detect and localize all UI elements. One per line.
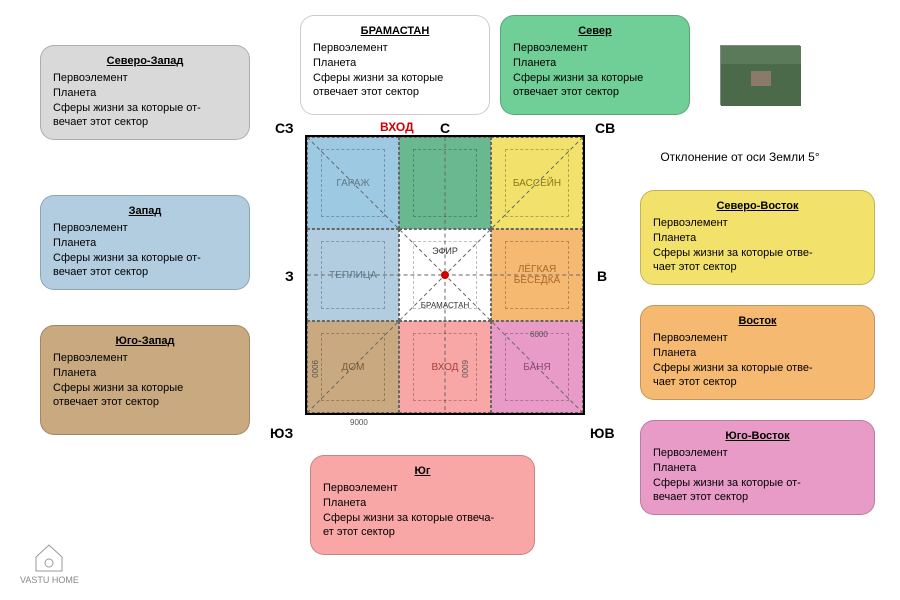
cell-label: БАССЕЙН bbox=[513, 178, 561, 189]
cell-label: ТЕПЛИЦА bbox=[329, 270, 377, 281]
grid-cell-6: ДОМ bbox=[307, 321, 399, 413]
entrance-label-top: ВХОД bbox=[380, 120, 414, 134]
grid-cell-2: БАССЕЙН bbox=[491, 137, 583, 229]
compass-nw: СЗ bbox=[275, 120, 294, 136]
card-west: Запад Первоэлемент Планета Сферы жизни з… bbox=[40, 195, 250, 290]
logo-icon bbox=[32, 543, 66, 573]
card-southwest: Юго-Запад Первоэлемент Планета Сферы жиз… bbox=[40, 325, 250, 435]
cell-label: ВХОД bbox=[432, 362, 459, 373]
grid-cell-1 bbox=[399, 137, 491, 229]
grid-cell-0: ГАРАЖ bbox=[307, 137, 399, 229]
card-south: Юг Первоэлемент Планета Сферы жизни за к… bbox=[310, 455, 535, 555]
cell-label: ГАРАЖ bbox=[336, 178, 369, 189]
card-northwest: Северо-Запад Первоэлемент Планета Сферы … bbox=[40, 45, 250, 140]
logo-vastu-home: VASTU HOME bbox=[20, 543, 79, 585]
satellite-thumbnail bbox=[720, 45, 800, 105]
grid-cell-8: БАНЯ bbox=[491, 321, 583, 413]
card-bramastan: БРАМАСТАН Первоэлемент Планета Сферы жиз… bbox=[300, 15, 490, 115]
card-northeast: Северо-Восток Первоэлемент Планета Сферы… bbox=[640, 190, 875, 285]
grid-cell-3: ТЕПЛИЦА bbox=[307, 229, 399, 321]
map-caption: Отклонение от оси Земли 5° bbox=[610, 150, 870, 164]
grid-cell-7: ВХОД bbox=[399, 321, 491, 413]
card-southeast: Юго-Восток Первоэлемент Планета Сферы жи… bbox=[640, 420, 875, 515]
compass-sw: ЮЗ bbox=[270, 425, 293, 441]
compass-ne: СВ bbox=[595, 120, 615, 136]
cell-label: БАНЯ bbox=[523, 362, 550, 373]
center-dot-icon bbox=[441, 271, 449, 279]
compass-se: ЮВ bbox=[590, 425, 615, 441]
dim-9000-v: 9000 bbox=[310, 360, 319, 378]
compass-e: В bbox=[597, 268, 607, 284]
cell-label: ДОМ bbox=[342, 362, 365, 373]
card-east: Восток Первоэлемент Планета Сферы жизни … bbox=[640, 305, 875, 400]
cell-label: ЭФИР bbox=[400, 246, 490, 256]
dim-9000-h: 9000 bbox=[350, 418, 368, 427]
cell-label: ЛЁГКАЯ БЕСЕДКА bbox=[514, 264, 560, 286]
compass-n: С bbox=[440, 120, 450, 136]
compass-w: З bbox=[285, 268, 294, 284]
vastu-grid: ГАРАЖ БАССЕЙН ТЕПЛИЦА ЭФИР БРАМАСТАН ЛЁГКАЯ Б… bbox=[305, 135, 585, 415]
grid-cell-5: ЛЁГКАЯ БЕСЕДКА bbox=[491, 229, 583, 321]
card-north: Север Первоэлемент Планета Сферы жизни з… bbox=[500, 15, 690, 115]
card-title: Северо-Запад bbox=[53, 54, 237, 69]
cell-sublabel: БРАМАСТАН bbox=[400, 301, 490, 310]
